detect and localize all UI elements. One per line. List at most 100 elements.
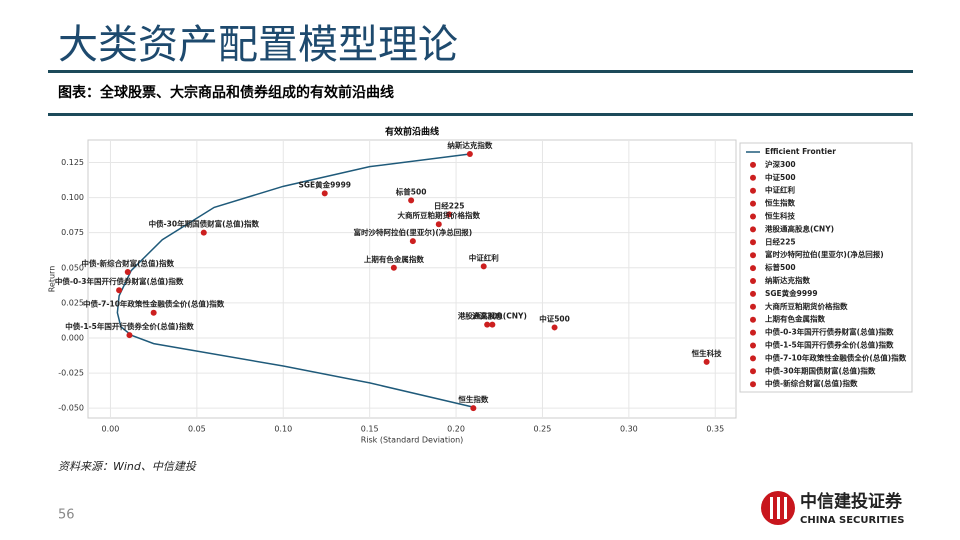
- point-label: 中证红利: [469, 252, 499, 262]
- legend-swatch: [750, 342, 756, 349]
- y-tick-label: 0.100: [61, 193, 84, 202]
- point-label: 富时沙特阿拉伯(里亚尔)(净总回报): [354, 227, 473, 237]
- legend-swatch: [750, 226, 756, 233]
- chart-title: 有效前沿曲线: [385, 126, 439, 138]
- legend-label: 港股通高股息(CNY): [765, 223, 834, 233]
- data-point: [466, 151, 473, 158]
- legend-label: 中债-30年期国债财富(总值)指数: [765, 365, 876, 375]
- x-tick-label: 0.20: [447, 425, 465, 434]
- y-tick-label: -0.025: [58, 369, 84, 378]
- x-tick-label: 0.10: [274, 425, 292, 434]
- legend-swatch: [750, 265, 756, 272]
- point-label: 中债-7-10年政策性金融债全价(总值)指数: [83, 299, 225, 309]
- y-tick-label: 0.000: [61, 333, 84, 342]
- data-point: [150, 309, 157, 316]
- y-tick-label: 0.075: [61, 228, 84, 237]
- logo-cn: 中信建投证券: [800, 491, 903, 512]
- chart-subtitle: 图表：全球股票、大宗商品和债券组成的有效前沿曲线: [58, 84, 394, 101]
- point-label: 大商所豆粕期货价格指数: [398, 210, 481, 220]
- legend-box: [739, 142, 913, 393]
- x-tick-label: 0.15: [361, 425, 379, 434]
- legend-label: 标普500: [764, 262, 796, 272]
- legend-label: 恒生科技: [765, 211, 795, 221]
- legend-swatch: [750, 368, 756, 375]
- legend-swatch: [750, 303, 756, 310]
- x-tick-label: 0.05: [188, 425, 206, 434]
- x-tick-label: 0.35: [706, 425, 724, 434]
- legend-swatch: [750, 316, 756, 323]
- legend-label: 中债-0-3年国开行债券财富(总值)指数: [765, 327, 894, 337]
- logo-icon-bar: [777, 497, 780, 519]
- title-rule: [48, 70, 913, 73]
- legend-swatch: [750, 278, 756, 284]
- legend-swatch: [750, 355, 756, 362]
- point-label: 标普500: [395, 186, 427, 196]
- point-label: 恒生科技: [692, 348, 722, 358]
- data-point: [484, 321, 491, 328]
- logo-icon-bar: [770, 497, 773, 519]
- point-label: 中债-0-3年国开行债券财富(总值)指数: [55, 276, 184, 286]
- data-point: [126, 332, 133, 339]
- legend-swatch: [750, 187, 756, 194]
- data-point: [408, 197, 415, 204]
- point-label: 沪深300: [472, 311, 503, 321]
- legend-swatch: [750, 213, 756, 220]
- data-point: [390, 264, 397, 271]
- legend-label: 纳斯达克指数: [765, 275, 810, 285]
- point-label: 中债-1-5年国开行债券全价(总值)指数: [65, 321, 194, 331]
- legend-label: 中证500: [765, 172, 796, 182]
- data-point: [200, 229, 207, 236]
- legend-swatch: [750, 239, 756, 246]
- data-point: [489, 321, 496, 328]
- plot-frame: [87, 139, 737, 419]
- point-label: 中债-新综合财富(总值)指数: [82, 258, 175, 268]
- x-axis-label: Risk (Standard Deviation): [361, 436, 464, 445]
- data-point: [551, 324, 558, 331]
- data-point: [435, 221, 442, 228]
- page-number: 56: [58, 508, 75, 523]
- point-label: 纳斯达克指数: [447, 140, 492, 150]
- slide-title: 大类资产配置模型理论: [58, 22, 458, 68]
- y-axis-label: Return: [48, 266, 57, 293]
- y-tick-label: 0.025: [61, 298, 84, 307]
- x-tick-label: 0.00: [102, 425, 120, 434]
- data-point: [480, 263, 487, 270]
- point-label: 中债-30年期国债财富(总值)指数: [149, 219, 260, 229]
- legend-swatch: [750, 161, 756, 168]
- logo-icon-bar: [784, 497, 787, 519]
- legend-label: 中债-7-10年政策性金融债全价(总值)指数: [765, 352, 907, 362]
- legend-label: 沪深300: [765, 159, 796, 169]
- legend-label: SGE黄金9999: [765, 288, 818, 298]
- data-point: [703, 358, 710, 365]
- legend-label: 中债-新综合财富(总值)指数: [765, 378, 858, 388]
- legend-swatch: [750, 290, 756, 297]
- data-point: [321, 190, 328, 197]
- y-tick-label: 0.125: [61, 158, 84, 167]
- data-point: [124, 268, 131, 275]
- legend-label: 恒生指数: [765, 198, 795, 208]
- point-label: SGE黄金9999: [298, 179, 351, 189]
- data-point: [446, 211, 453, 218]
- y-tick-label: 0.050: [61, 263, 84, 272]
- legend-label: Efficient Frontier: [765, 147, 836, 156]
- plot: 0.00 0.05 0.10 0.15 0.20 0.25 0.30 0.35 -0.050 -0…: [55, 140, 736, 434]
- x-tick-label: 0.25: [534, 425, 552, 434]
- source-note: 资料来源：Wind、中信建投: [58, 460, 197, 473]
- x-tick-label: 0.30: [620, 425, 638, 434]
- point-label: 港股通高股息(CNY): [458, 311, 527, 321]
- legend-label: 中债-1-5年国开行债券全价(总值)指数: [765, 340, 894, 350]
- point-label: 上期有色金属指数: [364, 254, 424, 264]
- legend-swatch: [750, 329, 756, 336]
- logo-en: CHINA SECURITIES: [800, 515, 905, 526]
- legend-swatch: [750, 252, 756, 259]
- point-label: 日经225: [434, 200, 465, 210]
- data-point: [470, 405, 477, 412]
- legend-swatch: [750, 174, 756, 181]
- point-label: 中证500: [539, 313, 570, 323]
- data-point: [116, 287, 123, 294]
- legend-swatch: [750, 381, 756, 388]
- y-tick-label: -0.050: [58, 404, 84, 413]
- legend-label: 日经225: [765, 236, 796, 246]
- subtitle-rule: [48, 113, 913, 116]
